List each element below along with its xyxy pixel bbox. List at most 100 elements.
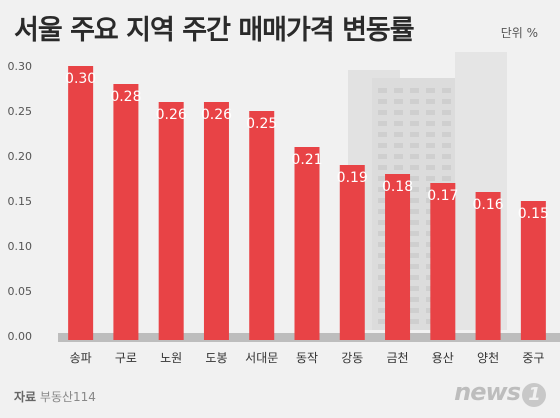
x-category-label: 송파 bbox=[70, 351, 92, 365]
logo-text: news bbox=[454, 378, 521, 406]
y-tick-label: 0.20 bbox=[8, 150, 33, 163]
building-window bbox=[426, 88, 435, 93]
building-window bbox=[410, 264, 419, 269]
building-window bbox=[378, 143, 387, 148]
bar-value-label: 0.17 bbox=[427, 188, 458, 204]
building-window bbox=[442, 176, 451, 181]
bar bbox=[294, 147, 320, 340]
x-axis-labels: 송파 구로 노원 도봉 서대문 동작 강동 금천 용산 양천 중구 bbox=[70, 350, 545, 365]
bar-value-label: 0.21 bbox=[291, 152, 322, 168]
building-window bbox=[410, 132, 419, 137]
bar-value-label: 0.16 bbox=[473, 197, 504, 213]
building-window bbox=[378, 165, 387, 170]
y-tick-label: 0.25 bbox=[8, 105, 33, 118]
building-window bbox=[378, 242, 387, 247]
bar bbox=[339, 165, 365, 340]
y-tick-label: 0.15 bbox=[8, 195, 33, 208]
building-window bbox=[442, 143, 451, 148]
bar-value-label: 0.19 bbox=[337, 170, 368, 186]
building-window bbox=[378, 275, 387, 280]
building-window bbox=[378, 308, 387, 313]
building-window bbox=[378, 88, 387, 93]
x-category-label: 금천 bbox=[386, 350, 408, 365]
building-window bbox=[378, 209, 387, 214]
building-window bbox=[442, 88, 451, 93]
building-window bbox=[394, 110, 403, 115]
bar-value-label: 0.26 bbox=[201, 107, 232, 123]
building-window bbox=[426, 110, 435, 115]
building-window bbox=[410, 154, 419, 159]
building-window bbox=[426, 165, 435, 170]
building-window bbox=[410, 220, 419, 225]
building-window bbox=[426, 154, 435, 159]
building-window bbox=[426, 132, 435, 137]
x-category-label: 도봉 bbox=[205, 351, 227, 365]
building-window bbox=[394, 88, 403, 93]
bar-value-label: 0.26 bbox=[156, 107, 187, 123]
bar bbox=[520, 201, 546, 340]
building-window bbox=[394, 121, 403, 126]
y-tick-label: 0.05 bbox=[8, 285, 33, 298]
building-window bbox=[410, 253, 419, 258]
building-window bbox=[410, 275, 419, 280]
bar-value-label: 0.25 bbox=[246, 116, 277, 132]
building-window bbox=[378, 286, 387, 291]
source-credit: 자료 부동산114 bbox=[14, 388, 96, 405]
building-window bbox=[378, 110, 387, 115]
bar bbox=[68, 66, 94, 340]
building-window bbox=[410, 110, 419, 115]
bar bbox=[430, 183, 456, 340]
bar-value-label: 0.15 bbox=[518, 206, 549, 222]
x-category-label: 노원 bbox=[160, 351, 182, 365]
building-window bbox=[410, 231, 419, 236]
building-window bbox=[378, 220, 387, 225]
building-window bbox=[394, 132, 403, 137]
x-category-label: 강동 bbox=[341, 351, 363, 365]
building-window bbox=[410, 286, 419, 291]
building-window bbox=[442, 99, 451, 104]
bar bbox=[113, 84, 139, 340]
building-window bbox=[442, 110, 451, 115]
building-window bbox=[378, 264, 387, 269]
building-window bbox=[410, 297, 419, 302]
building-window bbox=[426, 121, 435, 126]
building-window bbox=[410, 187, 419, 192]
y-tick-label: 0.10 bbox=[8, 240, 33, 253]
logo-mark: 1 bbox=[522, 383, 546, 407]
building-window bbox=[442, 154, 451, 159]
building-window bbox=[410, 121, 419, 126]
x-category-label: 동작 bbox=[296, 351, 318, 365]
building-window bbox=[410, 319, 419, 324]
bar bbox=[203, 102, 229, 340]
bar bbox=[475, 192, 501, 340]
building-window bbox=[442, 121, 451, 126]
bar-value-label: 0.30 bbox=[65, 71, 96, 87]
building-window bbox=[394, 99, 403, 104]
source-value: 부동산114 bbox=[39, 390, 96, 404]
building-window bbox=[442, 165, 451, 170]
building-window bbox=[378, 187, 387, 192]
source-label: 자료 bbox=[14, 390, 37, 404]
x-category-label: 중구 bbox=[522, 351, 544, 365]
building-window bbox=[378, 231, 387, 236]
building-window bbox=[378, 154, 387, 159]
building-window bbox=[410, 88, 419, 93]
y-axis: 0.00 0.05 0.10 0.15 0.20 0.25 0.30 bbox=[8, 60, 33, 343]
building-window bbox=[410, 242, 419, 247]
bar-value-label: 0.28 bbox=[110, 89, 141, 105]
x-category-label: 구로 bbox=[115, 351, 137, 365]
x-category-label: 서대문 bbox=[245, 351, 278, 365]
bar-value-label: 0.18 bbox=[382, 179, 413, 195]
building-window bbox=[410, 308, 419, 313]
building-window bbox=[410, 143, 419, 148]
building-window bbox=[410, 198, 419, 203]
building-window bbox=[378, 253, 387, 258]
bars: 0.30 0.28 0.26 0.26 0.25 0.21 0.19 0.18 0.17 0.16… bbox=[65, 66, 549, 340]
building-window bbox=[394, 165, 403, 170]
x-category-label: 용산 bbox=[432, 351, 454, 365]
news1-logo: news 1 bbox=[454, 378, 546, 407]
bar bbox=[158, 102, 184, 340]
building-window bbox=[442, 132, 451, 137]
building-window bbox=[426, 143, 435, 148]
